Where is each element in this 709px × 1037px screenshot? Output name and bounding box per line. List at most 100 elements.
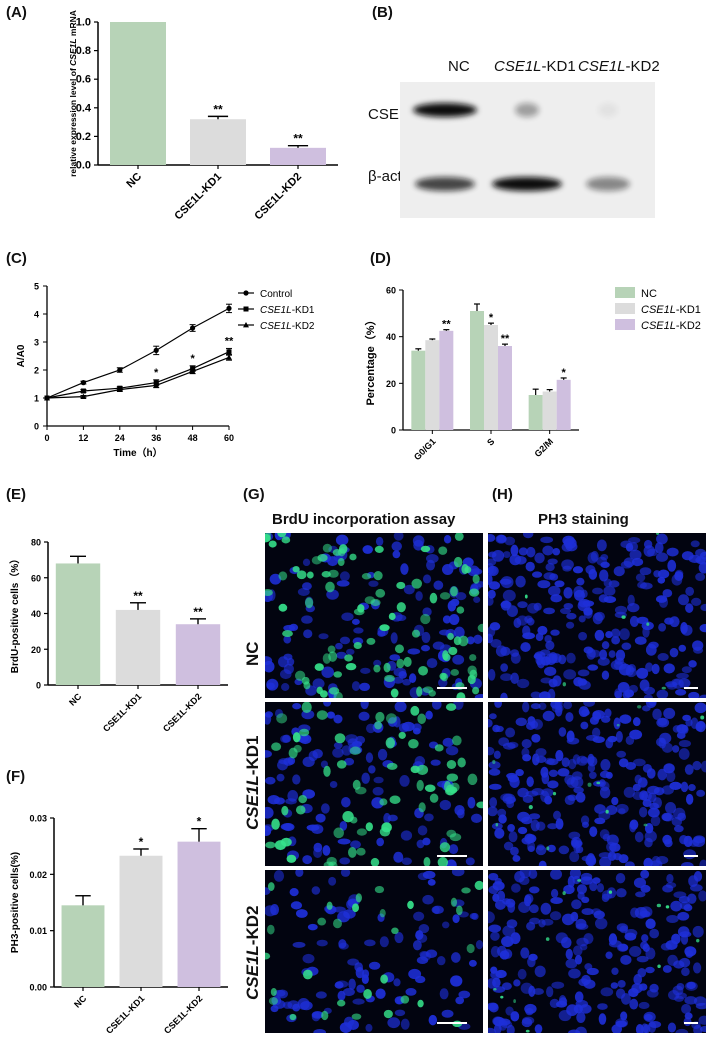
positive-nucleus	[461, 563, 469, 575]
nucleus	[401, 857, 412, 866]
nucleus	[333, 906, 346, 913]
nucleus	[497, 890, 506, 902]
positive-nucleus	[317, 553, 328, 562]
positive-nucleus	[643, 823, 648, 827]
positive-nucleus	[469, 654, 477, 661]
brdu-assay-title: BrdU incorporation assay	[272, 511, 456, 528]
nucleus	[685, 950, 694, 958]
nucleus	[364, 939, 376, 947]
nucleus	[635, 891, 646, 898]
positive-nucleus	[416, 686, 423, 697]
x-tick-label: 24	[115, 433, 125, 443]
nucleus	[333, 742, 343, 749]
nucleus	[658, 622, 667, 632]
positive-nucleus	[379, 909, 386, 918]
nucleus	[509, 776, 520, 789]
bar-cse1l-kd2	[175, 624, 221, 685]
point-cse1l-kd2	[80, 393, 87, 399]
nucleus	[283, 635, 292, 644]
positive-nucleus	[423, 856, 431, 866]
positive-nucleus	[472, 574, 480, 584]
positive-nucleus	[337, 557, 345, 566]
positive-nucleus	[333, 691, 343, 698]
nucleus	[611, 967, 619, 975]
nucleus	[611, 636, 621, 645]
nucleus	[580, 589, 588, 598]
nucleus	[475, 939, 483, 950]
nucleus	[302, 855, 313, 865]
nucleus	[368, 961, 381, 970]
nucleus	[535, 821, 546, 831]
nucleus	[416, 933, 428, 943]
nucleus	[493, 750, 501, 759]
nucleus	[524, 833, 535, 844]
nucleus	[550, 870, 563, 880]
significance-mark: **	[442, 319, 451, 331]
nucleus	[290, 901, 303, 910]
nucleus	[620, 993, 631, 1005]
nucleus	[538, 702, 547, 711]
x-tick-label: NC	[124, 171, 144, 191]
nucleus	[503, 841, 514, 851]
nucleus	[265, 905, 277, 917]
x-tick-label: G0/G1	[412, 436, 438, 462]
positive-nucleus	[375, 588, 386, 598]
legend-label: CSE1L-KD2	[260, 321, 315, 332]
positive-nucleus	[388, 612, 396, 621]
positive-nucleus	[345, 662, 357, 671]
nucleus	[527, 956, 536, 968]
nucleus	[445, 859, 457, 866]
nucleus	[666, 915, 679, 924]
nucleus	[550, 594, 563, 603]
positive-nucleus	[355, 786, 367, 795]
nucleus	[649, 928, 660, 939]
nucleus	[488, 911, 495, 924]
nucleus	[282, 734, 292, 743]
y-tick-label: 40	[386, 332, 396, 342]
positive-nucleus	[661, 686, 666, 690]
nucleus	[587, 756, 598, 767]
nucleus	[422, 894, 434, 905]
nucleus	[594, 917, 608, 930]
nucleus	[685, 793, 694, 805]
nucleus	[375, 536, 384, 546]
positive-nucleus	[456, 606, 465, 614]
nucleus	[599, 649, 608, 660]
nucleus	[443, 535, 452, 544]
nucleus	[581, 855, 595, 862]
panel-label-d: (D)	[370, 250, 391, 267]
nucleus	[492, 986, 506, 993]
nucleus	[610, 982, 619, 989]
point-cse1l-kd1	[80, 388, 86, 394]
positive-nucleus	[495, 823, 499, 827]
bar-g2/m-cse1l-kd1	[542, 391, 557, 430]
y-tick-label: 0	[36, 681, 41, 691]
nucleus	[652, 797, 662, 809]
positive-nucleus	[265, 589, 273, 596]
nucleus	[643, 857, 653, 866]
nucleus	[533, 602, 542, 611]
nucleus	[661, 812, 672, 822]
nucleus	[608, 940, 622, 948]
significance-mark: **	[293, 132, 303, 146]
nucleus	[303, 629, 313, 639]
nucleus	[387, 814, 398, 822]
nucleus	[637, 581, 647, 589]
positive-nucleus	[450, 669, 459, 676]
positive-nucleus	[353, 608, 365, 616]
positive-nucleus	[562, 891, 566, 896]
nucleus	[543, 572, 556, 580]
nucleus	[416, 839, 425, 849]
nucleus	[550, 888, 559, 898]
nucleus	[527, 845, 535, 852]
nucleus	[320, 803, 330, 814]
nucleus	[673, 891, 687, 899]
nucleus	[417, 825, 428, 836]
positive-nucleus	[374, 720, 382, 730]
positive-nucleus	[552, 791, 557, 796]
x-tick-label: 36	[151, 433, 161, 443]
nucleus	[321, 666, 335, 678]
bar-s-nc	[470, 311, 484, 430]
nucleus	[576, 1011, 586, 1023]
